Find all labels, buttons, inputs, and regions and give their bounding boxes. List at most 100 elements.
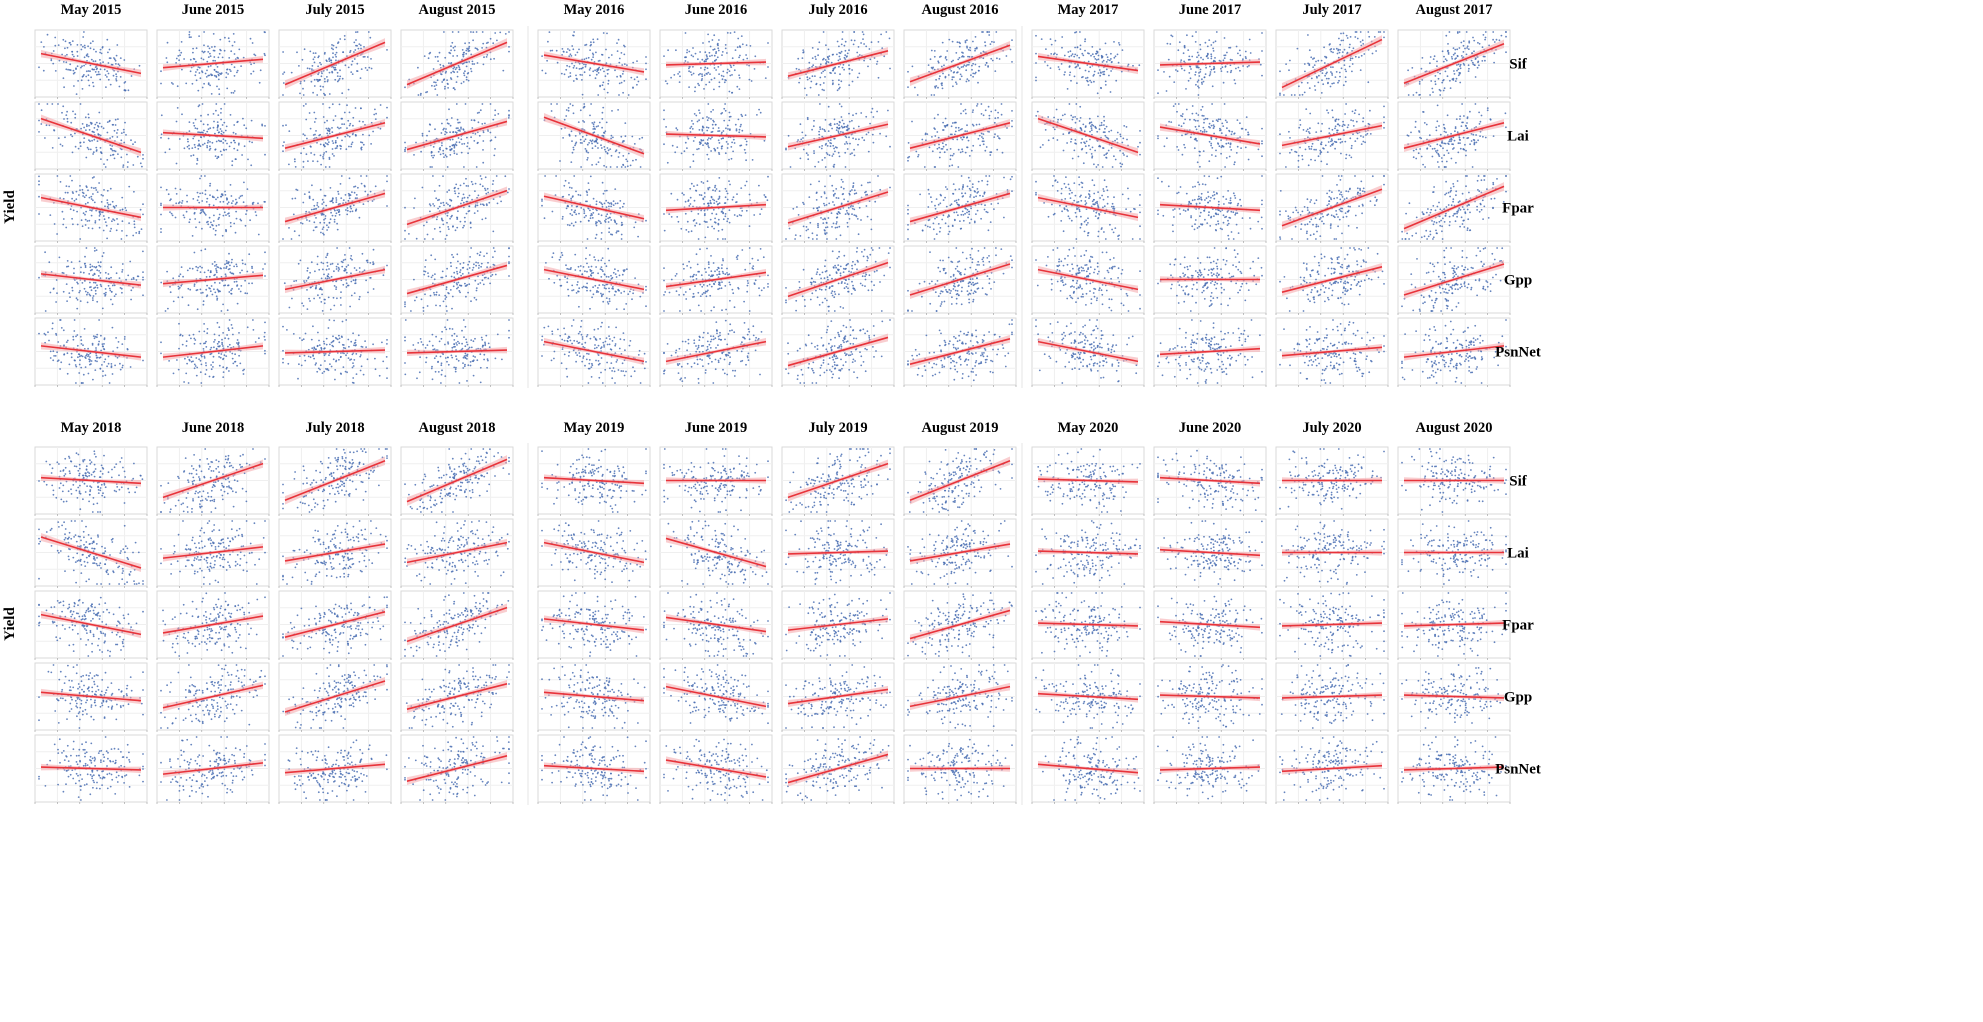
data-point <box>285 124 287 126</box>
data-point <box>195 119 197 121</box>
scatter-panel <box>157 246 269 315</box>
data-point <box>961 66 963 68</box>
data-point <box>440 277 442 279</box>
data-point <box>136 279 138 281</box>
data-point <box>466 341 468 343</box>
data-point <box>688 70 690 72</box>
data-point <box>453 343 455 345</box>
data-point <box>620 136 622 138</box>
data-point <box>710 118 712 120</box>
data-point <box>74 200 76 202</box>
data-point <box>616 166 618 168</box>
data-point <box>460 275 462 277</box>
data-point <box>354 292 356 294</box>
data-point <box>118 341 120 343</box>
data-point <box>303 105 305 107</box>
data-point <box>75 366 77 368</box>
data-point <box>225 77 227 79</box>
data-point <box>186 211 188 213</box>
data-point <box>347 210 349 212</box>
data-point <box>100 266 102 268</box>
data-point <box>349 306 351 308</box>
data-point <box>66 341 68 343</box>
data-point <box>55 70 57 72</box>
data-point <box>231 262 233 264</box>
data-point <box>462 267 464 269</box>
data-point <box>939 75 941 77</box>
data-point <box>479 184 481 186</box>
data-point <box>362 121 364 123</box>
data-point <box>720 113 722 115</box>
data-point <box>386 181 388 183</box>
data-point <box>40 41 42 43</box>
data-point <box>706 116 708 118</box>
data-point <box>702 126 704 128</box>
data-point <box>350 258 352 260</box>
data-point <box>224 103 226 105</box>
data-point <box>97 140 99 142</box>
data-point <box>288 227 290 229</box>
data-point <box>459 382 461 384</box>
scatter-panel <box>157 318 269 387</box>
data-point <box>447 87 449 89</box>
data-point <box>735 49 737 51</box>
data-point <box>432 378 434 380</box>
data-point <box>813 150 815 152</box>
data-point <box>441 219 443 221</box>
data-point <box>455 229 457 231</box>
data-point <box>663 109 665 111</box>
data-point <box>853 44 855 46</box>
data-point <box>707 58 709 60</box>
data-point <box>85 265 87 267</box>
data-point <box>482 103 484 105</box>
data-point <box>218 74 220 76</box>
data-point <box>264 332 266 334</box>
data-point <box>360 108 362 110</box>
data-point <box>478 265 480 267</box>
data-point <box>440 202 442 204</box>
data-point <box>449 131 451 133</box>
data-point <box>436 94 438 96</box>
data-point <box>212 225 214 227</box>
data-point <box>72 54 74 56</box>
data-point <box>484 342 486 344</box>
data-point <box>334 285 336 287</box>
data-point <box>88 85 90 87</box>
data-point <box>103 348 105 350</box>
data-point <box>192 48 194 50</box>
data-point <box>217 66 219 68</box>
data-point <box>55 355 57 357</box>
data-point <box>458 193 460 195</box>
data-point <box>76 308 78 310</box>
data-point <box>203 83 205 85</box>
data-point <box>314 270 316 272</box>
data-point <box>82 88 84 90</box>
data-point <box>235 158 237 160</box>
data-point <box>107 206 109 208</box>
data-point <box>848 49 850 51</box>
data-point <box>309 112 311 114</box>
data-point <box>231 259 233 261</box>
data-point <box>323 371 325 373</box>
data-point <box>605 151 607 153</box>
data-point <box>58 137 60 139</box>
data-point <box>809 77 811 79</box>
data-point <box>93 131 95 133</box>
data-point <box>109 230 111 232</box>
data-point <box>972 63 974 65</box>
data-point <box>93 60 95 62</box>
data-point <box>442 202 444 204</box>
data-point <box>111 148 113 150</box>
data-point <box>621 52 623 54</box>
data-point <box>445 128 447 130</box>
data-point <box>746 44 748 46</box>
data-point <box>326 120 328 122</box>
data-point <box>469 148 471 150</box>
data-point <box>38 333 40 335</box>
data-point <box>243 182 245 184</box>
data-point <box>706 130 708 132</box>
data-point <box>847 53 849 55</box>
data-point <box>214 334 216 336</box>
data-point <box>758 109 760 111</box>
data-point <box>452 328 454 330</box>
